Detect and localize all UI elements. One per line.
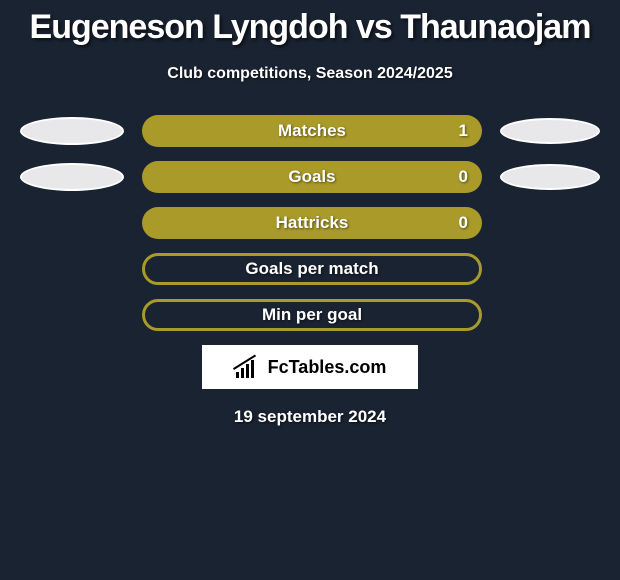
stat-rows: Matches 1 Goals 0 Hattricks 0 Goals per match M… — [0, 115, 620, 331]
stat-row: Hattricks 0 — [0, 207, 620, 239]
left-ellipse — [20, 163, 124, 191]
stat-label: Goals — [288, 167, 335, 187]
stat-label: Min per goal — [262, 305, 362, 325]
stat-bar: Goals per match — [142, 253, 482, 285]
right-ellipse — [500, 118, 600, 144]
logo: FcTables.com — [202, 345, 418, 389]
stat-value: 0 — [459, 167, 468, 187]
right-ellipse — [500, 164, 600, 190]
stat-bar: Hattricks 0 — [142, 207, 482, 239]
stat-bar: Goals 0 — [142, 161, 482, 193]
stat-label: Hattricks — [276, 213, 349, 233]
stat-bar: Matches 1 — [142, 115, 482, 147]
logo-text: FcTables.com — [268, 357, 387, 378]
logo-chart-icon — [234, 356, 262, 378]
stat-row: Matches 1 — [0, 115, 620, 147]
page-title: Eugeneson Lyngdoh vs Thaunaojam — [0, 0, 620, 47]
stat-row: Goals per match — [0, 253, 620, 285]
stat-value: 1 — [459, 121, 468, 141]
stat-value: 0 — [459, 213, 468, 233]
stat-row: Goals 0 — [0, 161, 620, 193]
subtitle: Club competitions, Season 2024/2025 — [0, 65, 620, 83]
stat-bar: Min per goal — [142, 299, 482, 331]
date: 19 september 2024 — [0, 407, 620, 427]
stat-label: Goals per match — [245, 259, 378, 279]
stat-row: Min per goal — [0, 299, 620, 331]
left-ellipse — [20, 117, 124, 145]
stat-label: Matches — [278, 121, 346, 141]
